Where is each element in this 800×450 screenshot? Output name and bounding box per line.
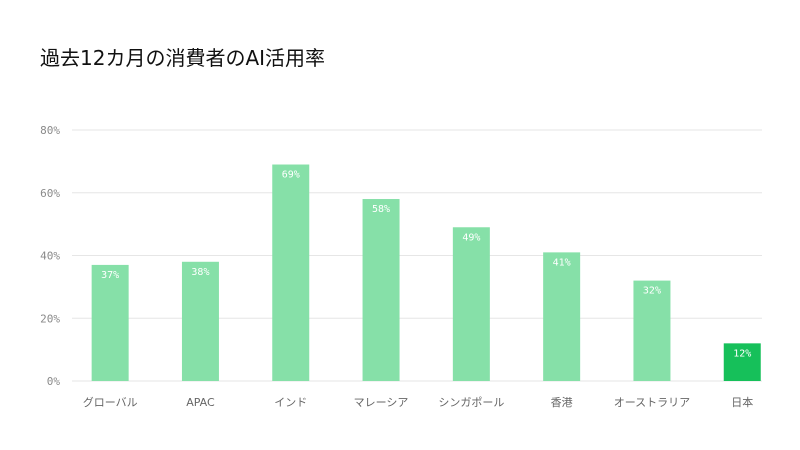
- chart-title: 過去12カ月の消費者のAI活用率: [40, 46, 326, 70]
- data-label: 12%: [733, 348, 751, 359]
- y-tick-label: 0%: [47, 375, 61, 388]
- bar: [362, 199, 400, 381]
- y-tick-label: 60%: [40, 187, 60, 200]
- bar: [452, 227, 490, 381]
- bar: [91, 264, 129, 381]
- data-label: 32%: [643, 286, 661, 297]
- x-category-label: マレーシア: [354, 396, 409, 409]
- x-category-label: オーストラリア: [614, 396, 690, 409]
- bar: [633, 280, 671, 381]
- x-category-label: シンガポール: [438, 396, 504, 409]
- bars: [91, 164, 761, 381]
- data-label: 58%: [372, 204, 390, 215]
- x-category-label: 香港: [551, 396, 573, 409]
- bar: [723, 343, 761, 381]
- x-category-label: APAC: [186, 396, 215, 409]
- data-label: 38%: [191, 267, 209, 278]
- bar: [181, 261, 219, 381]
- bar: [543, 252, 581, 381]
- x-category-label: 日本: [731, 395, 753, 409]
- y-tick-label: 20%: [40, 312, 60, 325]
- y-axis-tick-labels: 0% 20% 40% 60% 80%: [40, 124, 60, 388]
- bar: [272, 164, 310, 381]
- data-label: 37%: [101, 270, 119, 281]
- y-tick-label: 80%: [40, 124, 60, 137]
- data-labels: 37% 38% 69% 58% 49% 41% 32% 12%: [101, 170, 751, 360]
- x-axis-category-labels: グローバル APAC インド マレーシア シンガポール 香港 オーストラリア 日本: [83, 395, 754, 409]
- x-category-label: インド: [274, 396, 307, 409]
- data-label: 69%: [282, 170, 300, 181]
- data-label: 41%: [553, 257, 571, 268]
- y-tick-label: 40%: [40, 250, 60, 263]
- x-category-label: グローバル: [83, 395, 138, 409]
- data-label: 49%: [462, 232, 480, 243]
